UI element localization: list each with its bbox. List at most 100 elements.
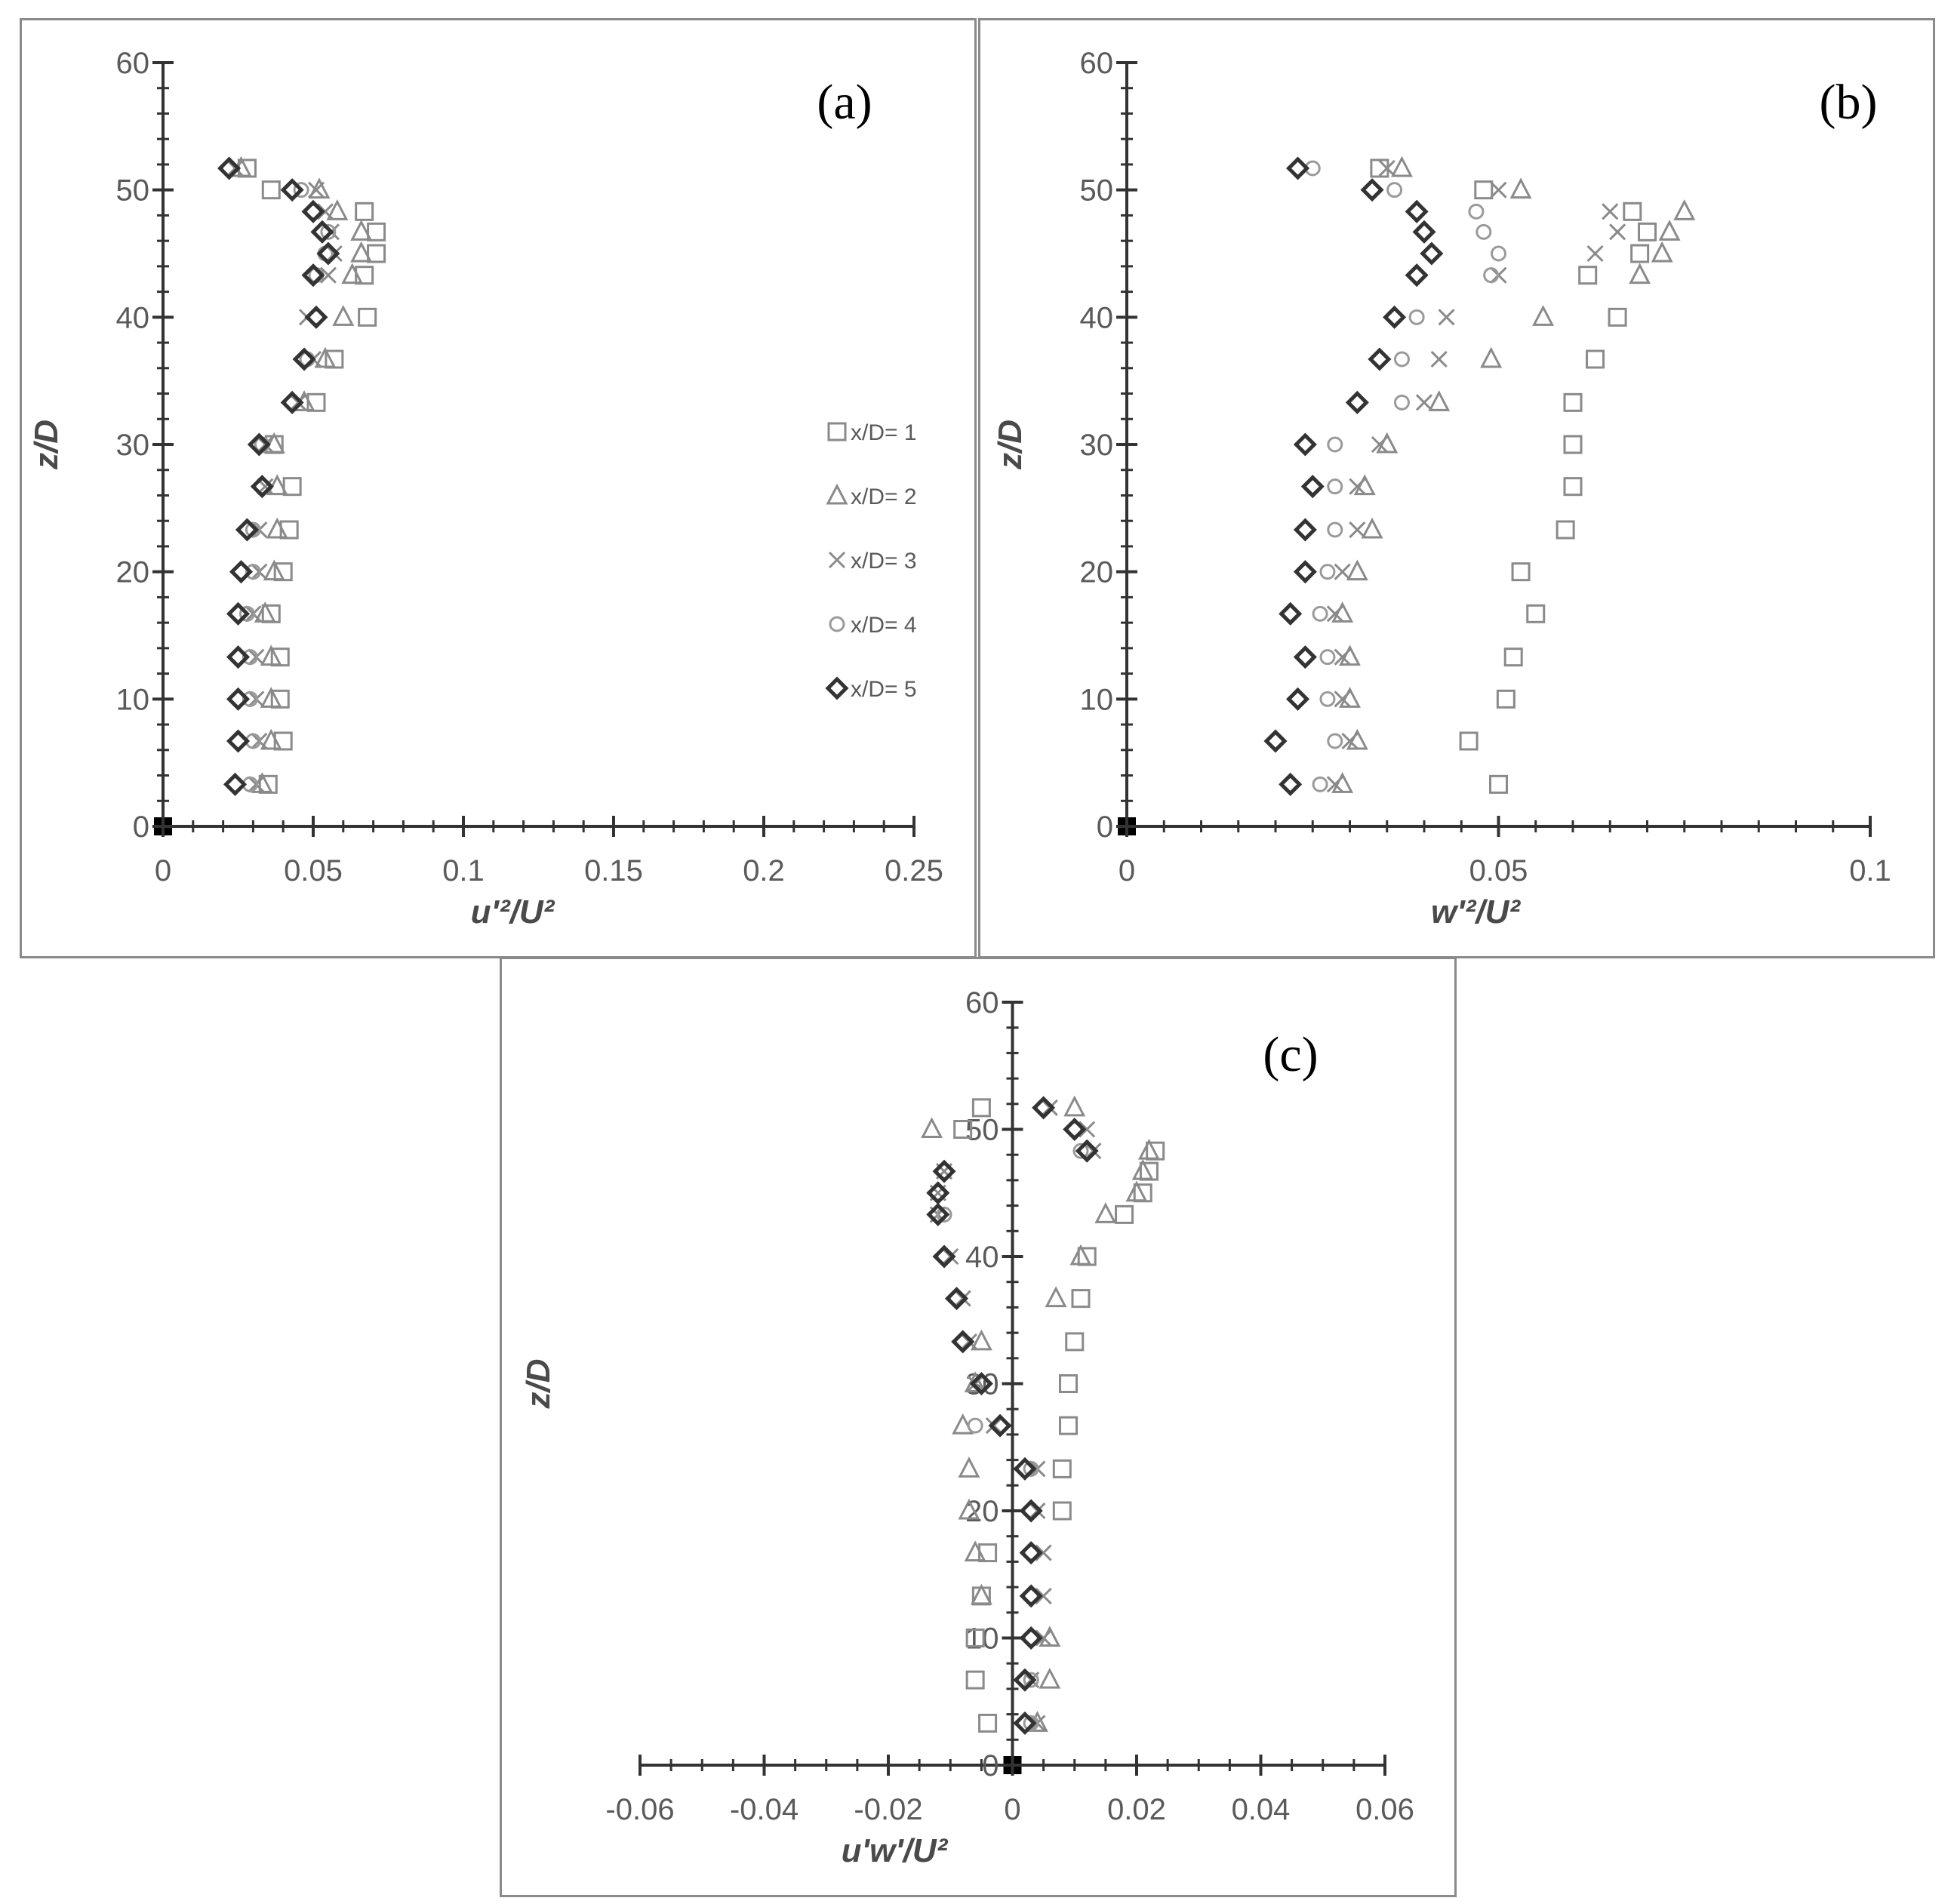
- diamond-marker: [1360, 178, 1384, 202]
- circle-marker: [829, 616, 845, 632]
- cross-marker: [1334, 648, 1351, 666]
- cross-marker: [1586, 245, 1604, 263]
- square-marker: [1370, 158, 1389, 178]
- square-marker: [978, 1543, 998, 1563]
- x-tick-label: -0.02: [854, 1793, 922, 1826]
- diamond-marker: [969, 1371, 993, 1396]
- square-marker: [1563, 392, 1583, 412]
- y-axis-title: z/D: [520, 1359, 557, 1410]
- triangle-marker: [350, 241, 373, 263]
- triangle-marker: [266, 517, 288, 539]
- diamond-marker: [226, 687, 251, 711]
- square-marker: [1459, 731, 1479, 751]
- square-marker: [1489, 774, 1508, 794]
- diamond-marker: [1412, 220, 1436, 244]
- cross-marker: [257, 435, 274, 454]
- square-marker: [971, 1098, 991, 1118]
- triangle-marker: [921, 1117, 943, 1138]
- triangle-marker: [964, 1371, 986, 1392]
- panel-label: (a): [817, 75, 872, 130]
- diamond-marker: [1013, 1456, 1037, 1481]
- diamond-marker: [1293, 432, 1317, 457]
- diamond-marker: [310, 220, 334, 244]
- series-circle: [1304, 160, 1506, 792]
- y-tick-label: 40: [1080, 301, 1114, 334]
- y-tick-label: 30: [1080, 429, 1114, 462]
- diamond-marker: [1279, 601, 1303, 626]
- square-marker: [1052, 1501, 1072, 1521]
- y-tick-label: 10: [965, 1623, 999, 1656]
- circle-marker: [936, 1206, 952, 1223]
- diamond-marker: [292, 347, 316, 371]
- square-marker: [1608, 307, 1627, 327]
- diamond-marker: [926, 1181, 950, 1205]
- diamond-marker: [280, 178, 304, 202]
- triangle-marker: [970, 1583, 992, 1605]
- diamond-marker: [1293, 560, 1317, 584]
- diamond-marker: [1368, 347, 1392, 371]
- square-marker: [1563, 435, 1583, 454]
- circle-marker: [1312, 605, 1328, 622]
- series-cross: [929, 1099, 1102, 1732]
- triangle-marker: [964, 1540, 986, 1562]
- x-tick-label: 0: [155, 854, 171, 887]
- circle-marker: [293, 182, 309, 198]
- triangle-marker: [1063, 1095, 1086, 1117]
- triangle-marker: [1361, 517, 1383, 539]
- x-tick-label: 0.04: [1232, 1793, 1291, 1826]
- y-axis-title: z/D: [992, 420, 1029, 470]
- circle-marker: [1023, 1460, 1039, 1477]
- x-axis-title: u'w'/U²: [842, 1832, 949, 1869]
- square-marker: [1511, 562, 1531, 582]
- cross-marker: [1035, 1544, 1052, 1561]
- square-marker: [1630, 244, 1650, 263]
- circle-marker: [245, 564, 261, 580]
- series-diamond: [217, 156, 340, 796]
- triangle-marker: [1094, 1202, 1117, 1223]
- y-tick-label: 20: [965, 1495, 999, 1528]
- circle-marker: [1327, 436, 1343, 453]
- triangle-marker: [958, 1498, 980, 1520]
- diamond-marker: [304, 305, 328, 329]
- square-marker: [367, 244, 386, 263]
- x-tick-label: 0.05: [1469, 854, 1528, 887]
- chart-panel-b: 0 10 20 30 40 50 60 0 0.05 0.1 w'²/U² z/D (b): [978, 18, 1935, 958]
- cross-marker: [1079, 1121, 1096, 1138]
- cross-marker: [985, 1417, 1002, 1435]
- square-marker: [1526, 604, 1546, 623]
- circle-marker: [967, 1417, 983, 1434]
- circle-marker: [245, 521, 261, 538]
- cross-marker: [1326, 605, 1343, 623]
- x-axis-title: w'²/U²: [1431, 894, 1521, 930]
- square-marker: [358, 307, 377, 327]
- cross-marker: [1415, 394, 1433, 411]
- x-tick-label: 0.06: [1355, 1793, 1414, 1826]
- circle-marker: [1476, 223, 1492, 240]
- triangle-marker: [1045, 1286, 1067, 1308]
- diamond-marker: [250, 475, 274, 499]
- circle-marker: [1327, 478, 1343, 495]
- circle-marker: [1072, 1143, 1089, 1159]
- diamond-marker: [235, 518, 259, 542]
- triangle-marker: [958, 1456, 980, 1478]
- circle-marker: [1319, 649, 1336, 666]
- triangle-marker: [254, 601, 276, 623]
- panel-label: (c): [1263, 1027, 1318, 1082]
- y-tick-label: 20: [1080, 556, 1114, 589]
- circle-marker: [238, 605, 255, 622]
- diamond-marker: [1383, 305, 1407, 329]
- y-tick-label: 10: [1080, 683, 1114, 716]
- y-tick-label: 20: [116, 556, 150, 589]
- square-marker: [953, 1120, 973, 1139]
- diamond-marker: [1063, 1117, 1087, 1142]
- cross-marker: [1378, 159, 1395, 177]
- x-tick-label: 0.1: [1849, 854, 1891, 887]
- x-tick-label: 0.2: [743, 854, 785, 887]
- y-tick-label: 10: [116, 683, 150, 716]
- square-marker: [1115, 1204, 1134, 1224]
- diamond-marker: [1032, 1096, 1056, 1120]
- cross-marker: [1438, 309, 1455, 326]
- y-tick-label: 0: [1097, 811, 1113, 844]
- panel-label: (b): [1820, 75, 1878, 130]
- square-marker: [1638, 222, 1657, 241]
